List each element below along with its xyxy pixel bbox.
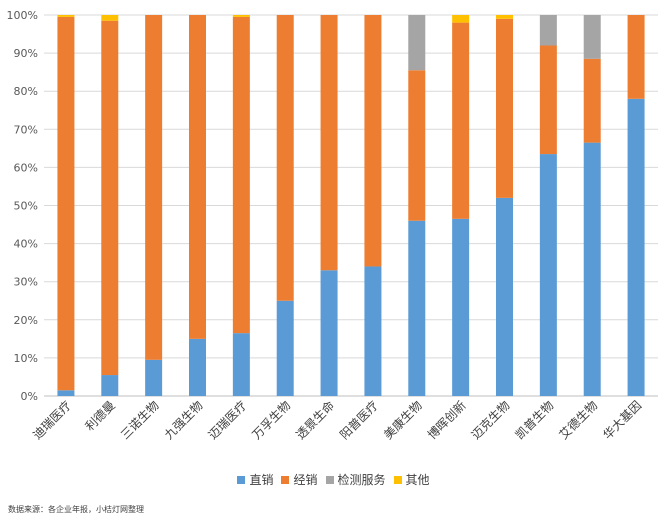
bar-segment (364, 266, 382, 396)
x-tick-label: 华大基因 (600, 398, 644, 442)
gridlines (44, 14, 658, 397)
bar-segment (452, 15, 470, 23)
y-tick-label: 100% (7, 9, 38, 22)
legend-swatch (325, 476, 334, 484)
legend-item: 直销 (237, 471, 273, 488)
bar-segment (539, 45, 557, 155)
bar-segment (627, 15, 645, 99)
bar-segment (57, 390, 75, 396)
bar-segment (583, 142, 601, 396)
x-tick-label: 阳普医疗 (337, 398, 381, 442)
legend-label: 检测服务 (337, 473, 386, 487)
bar-segment (539, 154, 557, 396)
legend-item: 经销 (281, 471, 318, 488)
y-tick-label: 70% (14, 123, 38, 136)
y-axis: 0% 10% 20% 30% 40% 50% 60% 70% 80% 90% 100% (7, 9, 38, 403)
bar-segment (496, 197, 513, 396)
x-tick-label: 迈瑞医疗 (206, 398, 250, 442)
x-tick-label: 九强生物 (162, 398, 206, 442)
bar-segment (408, 15, 426, 71)
y-tick-label: 90% (14, 47, 38, 60)
bar-segment (57, 15, 75, 17)
y-tick-label: 60% (14, 161, 38, 174)
y-tick-label: 10% (14, 352, 38, 365)
bar-segment (496, 15, 513, 19)
bar-segment (452, 218, 470, 396)
bar-segment (101, 20, 119, 376)
y-tick-label: 80% (14, 85, 38, 98)
bar-segment (320, 270, 338, 396)
bar-segment (276, 15, 294, 301)
x-tick-label: 透景生命 (293, 398, 338, 443)
x-tick-label: 利德曼 (82, 398, 118, 434)
x-tick-label: 迈克生物 (469, 398, 513, 442)
bars (57, 15, 645, 396)
y-tick-label: 50% (14, 200, 38, 213)
bar-segment (408, 220, 426, 396)
bar-segment (276, 300, 294, 396)
legend-item: 其他 (393, 471, 430, 488)
y-tick-label: 30% (14, 276, 38, 289)
bar-segment (452, 22, 470, 219)
bar-segment (101, 15, 119, 21)
legend-label: 经销 (293, 473, 318, 487)
legend: 直销 经销 检测服务 其他 (0, 471, 667, 488)
legend-swatch (237, 476, 246, 484)
bar-segment (189, 15, 206, 339)
bar-segment (583, 15, 601, 59)
source-note: 数据来源：各企业年报，小桔灯网整理 (8, 505, 144, 514)
x-tick-label: 艾德生物 (556, 398, 601, 443)
legend-label: 其他 (405, 473, 430, 487)
stacked-bar-chart: 0% 10% 20% 30% 40% 50% 60% 70% 80% 90% 100% 迪瑞医疗 利德… (7, 9, 658, 443)
bar-segment (189, 338, 206, 396)
bar-segment (57, 16, 75, 391)
legend-swatch (393, 476, 402, 484)
bar-segment (232, 15, 250, 17)
x-tick-label: 万孚生物 (249, 398, 293, 442)
x-tick-label: 美康生物 (380, 398, 425, 443)
bar-segment (583, 58, 601, 143)
legend-label: 直销 (249, 473, 274, 487)
bar-segment (539, 15, 557, 46)
y-tick-label: 40% (14, 238, 38, 251)
bar-segment (408, 70, 426, 221)
x-tick-label: 迪瑞医疗 (30, 398, 74, 442)
x-tick-label: 博晖创新 (424, 398, 469, 443)
x-tick-label: 三诺生物 (118, 398, 162, 442)
bar-segment (232, 333, 250, 396)
bar-segment (364, 15, 382, 267)
bar-segment (232, 16, 250, 334)
bar-segment (145, 359, 163, 396)
x-axis: 迪瑞医疗 利德曼 三诺生物 九强生物 迈瑞医疗 万孚生物 透景生命 阳普医疗 美康生物 博晖创新迈… (30, 398, 644, 443)
bar-segment (320, 15, 338, 271)
y-tick-label: 20% (14, 314, 38, 327)
bar-segment (145, 15, 163, 360)
legend-swatch (281, 476, 290, 484)
bar-segment (496, 18, 513, 198)
y-tick-label: 0% (21, 390, 38, 403)
bar-segment (627, 98, 645, 396)
bar-segment (101, 375, 119, 396)
x-tick-label: 凯普生物 (513, 398, 557, 442)
legend-item: 检测服务 (325, 471, 386, 488)
